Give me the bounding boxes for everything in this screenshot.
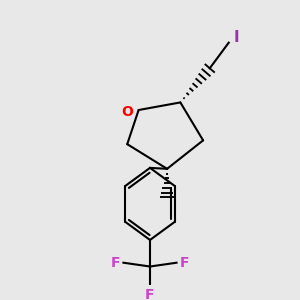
Text: F: F xyxy=(145,288,155,300)
Text: F: F xyxy=(179,256,189,270)
Text: I: I xyxy=(233,30,239,45)
Text: F: F xyxy=(111,256,121,270)
Text: O: O xyxy=(121,105,133,119)
